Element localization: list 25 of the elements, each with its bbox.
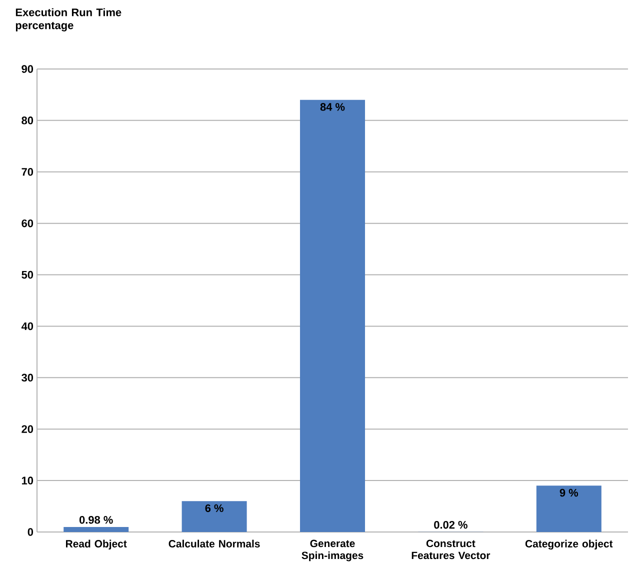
data-label: 9 % <box>560 488 578 497</box>
y-tick-label: 0 <box>28 528 34 536</box>
y-tick-label: 60 <box>22 219 34 228</box>
y-tick-label: 50 <box>22 270 34 279</box>
x-tick-label: Read Object <box>66 540 127 550</box>
bar <box>64 526 129 532</box>
y-tick-label: 20 <box>22 425 34 433</box>
bar <box>536 486 602 532</box>
bar <box>300 100 366 532</box>
y-tick-label: 30 <box>22 374 34 382</box>
data-label: 0.98 % <box>79 516 113 524</box>
y-axis-title: Execution Run Time percentage <box>16 8 122 32</box>
x-tick-label: Calculate Normals <box>168 540 260 548</box>
x-tick-label: Construct Features Vector <box>412 540 490 560</box>
y-tick-label: 40 <box>21 322 34 330</box>
y-tick-label: 90 <box>22 65 34 73</box>
y-tick-label: 80 <box>22 116 34 124</box>
data-label: 0.02 % <box>434 520 468 529</box>
y-tick-label: 10 <box>22 476 34 484</box>
data-label: 84 % <box>320 103 345 111</box>
x-tick-label: Categorize object <box>525 540 613 550</box>
bar <box>182 501 247 532</box>
x-tick-label: Generate Spin-images <box>302 540 364 562</box>
data-label: 6 % <box>205 504 224 512</box>
y-tick-label: 70 <box>22 168 34 176</box>
